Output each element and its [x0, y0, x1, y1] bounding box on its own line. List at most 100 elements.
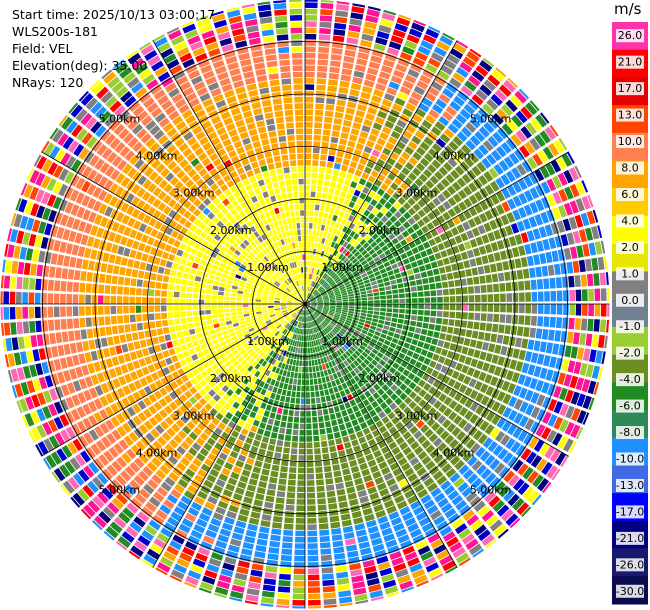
ray-gate	[72, 294, 79, 304]
ray-gate	[471, 165, 482, 177]
ray-gate	[555, 277, 562, 289]
ray-gate	[329, 322, 335, 327]
ray-gate	[153, 257, 161, 265]
ray-gate	[420, 39, 434, 51]
ray-gate	[306, 492, 316, 499]
ray-gate	[451, 263, 458, 272]
ray-gate	[196, 351, 204, 358]
ray-gate	[349, 230, 356, 238]
ray-gate	[305, 59, 316, 65]
ray-gate	[293, 305, 299, 308]
ray-gate	[363, 413, 371, 421]
ray-gate	[393, 268, 400, 274]
ray-gate	[372, 122, 383, 131]
ray-gate	[240, 339, 247, 345]
ray-gate	[297, 486, 305, 493]
ray-gate	[154, 220, 163, 230]
ray-gate	[359, 287, 366, 292]
ray-gate	[138, 388, 147, 399]
ray-gate	[480, 313, 487, 322]
ray-gate	[386, 456, 396, 466]
ray-gate	[461, 533, 475, 545]
ray-gate	[351, 439, 359, 447]
ray-gate	[355, 304, 361, 307]
ray-gate	[250, 368, 257, 375]
ray-gate	[365, 382, 372, 390]
ray-gate	[381, 430, 391, 439]
ray-gate	[292, 593, 305, 600]
ray-gate	[99, 216, 109, 228]
ray-gate	[554, 330, 562, 342]
ray-gate	[475, 256, 483, 266]
ray-gate	[37, 392, 47, 406]
ray-gate	[358, 321, 365, 326]
ray-gate	[595, 350, 603, 364]
ray-gate	[342, 226, 348, 233]
ray-gate	[348, 276, 355, 281]
ray-gate	[307, 254, 310, 261]
ray-gate	[485, 411, 496, 422]
ray-gate	[392, 294, 399, 299]
ray-gate	[196, 332, 204, 339]
ray-gate	[320, 148, 328, 155]
ray-gate	[148, 305, 155, 313]
ray-gate	[13, 352, 22, 366]
ray-gate	[306, 267, 309, 273]
ray-gate	[296, 511, 305, 518]
ray-gate	[376, 352, 384, 359]
ray-gate	[330, 346, 336, 353]
ray-gate	[380, 65, 393, 74]
ray-gate	[313, 134, 321, 141]
ray-gate	[341, 126, 351, 134]
ray-gate	[438, 116, 450, 127]
ray-gate	[240, 359, 248, 366]
ray-gate	[199, 288, 206, 294]
ray-gate	[61, 445, 73, 458]
ray-gate	[224, 348, 232, 356]
ray-gate	[445, 467, 457, 479]
ray-gate	[290, 454, 298, 461]
ray-gate	[317, 59, 329, 66]
ray-gate	[141, 366, 150, 376]
ray-gate	[407, 473, 418, 483]
ray-gate	[138, 358, 147, 367]
ray-gate	[312, 274, 316, 281]
ray-gate	[207, 452, 217, 462]
ray-gate	[492, 444, 504, 457]
ray-gate	[268, 304, 274, 306]
ray-gate	[501, 104, 514, 117]
ray-gate	[229, 590, 244, 600]
ray-gate	[220, 277, 227, 283]
ray-gate	[477, 433, 488, 445]
ray-gate	[184, 452, 194, 462]
ray-gate	[416, 259, 424, 266]
ray-gate	[213, 323, 220, 329]
ray-gate	[255, 413, 263, 421]
ray-gate	[272, 285, 278, 290]
ray-gate	[274, 452, 282, 459]
ray-gate	[320, 440, 328, 448]
ray-gate	[343, 55, 355, 64]
ray-gate	[267, 384, 274, 392]
ray-gate	[345, 172, 354, 180]
ray-gate	[352, 283, 358, 288]
ray-gate	[371, 321, 378, 327]
ray-gate	[227, 275, 235, 281]
ray-gate	[311, 360, 315, 366]
ray-gate	[418, 297, 424, 303]
ray-gate	[327, 155, 335, 162]
ray-gate	[163, 522, 176, 533]
ray-gate	[339, 403, 346, 411]
ray-gate	[267, 444, 275, 452]
ray-gate	[230, 308, 237, 312]
ray-gate	[150, 273, 157, 281]
ray-gate	[418, 304, 424, 309]
ray-gate	[89, 387, 98, 399]
ray-gate	[349, 562, 362, 571]
ray-gate	[530, 454, 543, 468]
ray-gate	[104, 285, 111, 294]
ray-gate	[410, 500, 422, 510]
ray-gate	[230, 293, 237, 297]
ray-gate	[350, 128, 360, 136]
ray-gate	[530, 279, 537, 290]
